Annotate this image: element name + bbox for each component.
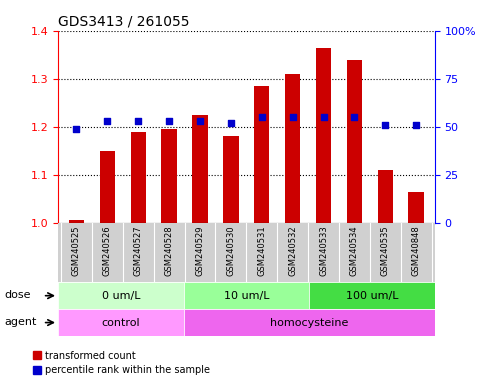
FancyBboxPatch shape <box>309 282 435 309</box>
Bar <box>130 132 146 223</box>
Point <box>134 118 142 124</box>
Text: 0 um/L: 0 um/L <box>101 291 140 301</box>
Bar <box>99 151 115 223</box>
Legend: transformed count, percentile rank within the sample: transformed count, percentile rank withi… <box>29 347 213 379</box>
Text: dose: dose <box>5 290 31 300</box>
Text: 10 um/L: 10 um/L <box>224 291 269 301</box>
Text: GSM240529: GSM240529 <box>196 226 204 276</box>
Text: GDS3413 / 261055: GDS3413 / 261055 <box>58 14 189 28</box>
Bar <box>69 220 84 223</box>
Bar <box>378 170 393 223</box>
Bar <box>316 48 331 223</box>
FancyBboxPatch shape <box>184 309 435 336</box>
Bar <box>161 129 177 223</box>
Text: homocysteine: homocysteine <box>270 318 348 328</box>
Bar <box>254 86 270 223</box>
Point <box>412 122 420 128</box>
Text: GSM240528: GSM240528 <box>165 226 173 276</box>
FancyBboxPatch shape <box>58 223 435 282</box>
Bar <box>285 74 300 223</box>
FancyBboxPatch shape <box>58 309 184 336</box>
Text: GSM240535: GSM240535 <box>381 226 390 276</box>
Text: GSM240534: GSM240534 <box>350 226 359 276</box>
Point <box>227 120 235 126</box>
FancyBboxPatch shape <box>184 282 309 309</box>
Text: GSM240533: GSM240533 <box>319 226 328 276</box>
Bar <box>192 115 208 223</box>
Bar <box>409 192 424 223</box>
Text: 100 um/L: 100 um/L <box>346 291 398 301</box>
Point <box>258 114 266 120</box>
Text: GSM240848: GSM240848 <box>412 226 421 276</box>
Point <box>72 126 80 132</box>
Point <box>289 114 297 120</box>
Text: GSM240525: GSM240525 <box>72 226 81 276</box>
Point <box>382 122 389 128</box>
Point <box>351 114 358 120</box>
Text: GSM240526: GSM240526 <box>103 226 112 276</box>
Bar <box>347 60 362 223</box>
Text: GSM240530: GSM240530 <box>227 226 235 276</box>
Text: GSM240531: GSM240531 <box>257 226 266 276</box>
Text: GSM240527: GSM240527 <box>134 226 143 276</box>
Text: GSM240532: GSM240532 <box>288 226 297 276</box>
Bar <box>223 136 239 223</box>
Point <box>320 114 327 120</box>
Point <box>103 118 111 124</box>
Point <box>165 118 173 124</box>
FancyBboxPatch shape <box>58 282 184 309</box>
Text: control: control <box>101 318 140 328</box>
Text: agent: agent <box>5 317 37 327</box>
Point <box>196 118 204 124</box>
